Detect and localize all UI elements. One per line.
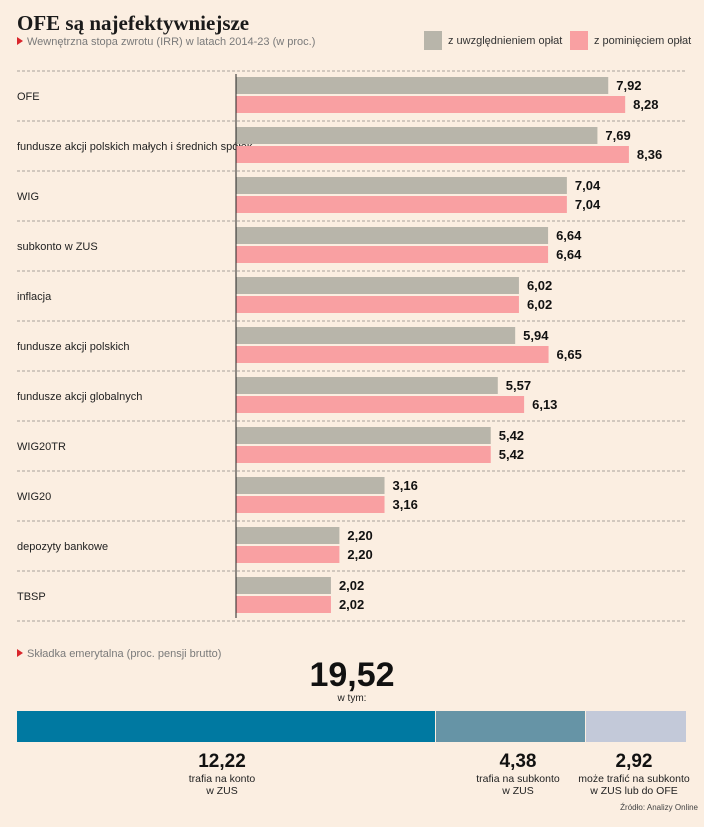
bar-without-fees	[236, 296, 519, 313]
bar-with-fees	[236, 377, 498, 394]
contribution-stacked-bar	[17, 711, 686, 742]
bar-with-fees	[236, 127, 598, 144]
bar-with-fees	[236, 177, 567, 194]
legend-item-without-fees: z pominięciem opłat	[570, 31, 691, 50]
chart-title: OFE są najefektywniejsze	[17, 11, 250, 35]
bar-with-fees	[236, 477, 385, 494]
legend-swatch-without-fees	[570, 31, 588, 50]
bar-without-fees	[236, 546, 340, 563]
segment-label-ofe-option: 2,92 może trafić na subkonto w ZUS lub d…	[572, 751, 696, 797]
data-label: 2,20	[347, 528, 372, 543]
data-label: 3,16	[393, 478, 418, 493]
data-label: 7,04	[575, 178, 601, 193]
data-label: 8,36	[637, 147, 662, 162]
irr-bar-chart: OFE 7,92 8,28 fundusze akcji polskich małyc…	[17, 70, 686, 622]
bar-with-fees	[236, 77, 609, 94]
segment-value: 4,38	[499, 751, 537, 772]
category-label: OFE	[17, 91, 40, 103]
category-label: WIG20TR	[17, 441, 66, 453]
data-label: 5,42	[499, 428, 524, 443]
segment-label-zus-account: 12,22 trafia na konto w ZUS	[160, 751, 284, 797]
data-label: 7,92	[616, 78, 641, 93]
data-label: 5,57	[506, 378, 531, 393]
data-label: 3,16	[393, 497, 418, 512]
stack-segment-1	[17, 711, 435, 742]
data-label: 6,02	[527, 297, 552, 312]
category-label: depozyty bankowe	[17, 541, 108, 553]
contribution-title: Składka emerytalna (proc. pensji brutto)	[17, 648, 221, 660]
subtitle-text: Wewnętrzna stopa zwrotu (IRR) w latach 2…	[27, 36, 316, 48]
chart-subtitle: Wewnętrzna stopa zwrotu (IRR) w latach 2…	[17, 36, 315, 48]
category-label: subkonto w ZUS	[17, 241, 98, 253]
contribution-total-sub: w tym:	[337, 693, 367, 704]
legend-label-without-fees: z pominięciem opłat	[594, 34, 692, 47]
data-label: 5,42	[499, 447, 524, 462]
bar-without-fees	[236, 446, 491, 463]
data-label: 6,65	[557, 347, 582, 362]
data-label: 6,64	[556, 228, 582, 243]
contribution-title-text: Składka emerytalna (proc. pensji brutto)	[27, 648, 222, 660]
segment-desc: trafia na konto w ZUS	[188, 773, 256, 797]
category-label: WIG	[17, 191, 39, 203]
category-label: WIG20	[17, 491, 51, 503]
bar-with-fees	[236, 227, 549, 244]
red-triangle-icon	[17, 37, 23, 45]
category-label: fundusze akcji polskich	[17, 341, 130, 353]
stack-segment-3	[585, 711, 686, 742]
source-note: Źródło: Analizy Online	[620, 803, 698, 812]
data-label: 2,02	[339, 578, 364, 593]
legend-item-with-fees: z uwzględnieniem opłat	[424, 31, 562, 50]
segment-label-zus-subaccount: 4,38 trafia na subkonto w ZUS	[458, 751, 578, 797]
data-label: 8,28	[633, 97, 658, 112]
bar-without-fees	[236, 146, 629, 163]
bar-with-fees	[236, 577, 331, 594]
bar-without-fees	[236, 196, 567, 213]
segment-desc: trafia na subkonto w ZUS	[476, 773, 560, 797]
bar-without-fees	[236, 496, 385, 513]
bar-without-fees	[236, 346, 549, 363]
data-label: 2,02	[339, 597, 364, 612]
stack-segment-2	[434, 711, 586, 742]
category-label: fundusze akcji globalnych	[17, 391, 142, 403]
bar-with-fees	[236, 527, 340, 544]
data-label: 2,20	[347, 547, 372, 562]
data-label: 6,64	[556, 247, 582, 262]
bar-with-fees	[236, 327, 516, 344]
bar-without-fees	[236, 596, 331, 613]
data-label: 7,04	[575, 197, 601, 212]
data-label: 5,94	[523, 328, 549, 343]
category-label: fundusze akcji polskich małych i średnic…	[17, 141, 253, 153]
data-label: 6,13	[532, 397, 557, 412]
bar-with-fees	[236, 277, 519, 294]
data-label: 7,69	[605, 128, 630, 143]
category-label: TBSP	[17, 591, 46, 603]
legend-swatch-with-fees	[424, 31, 442, 50]
category-label: inflacja	[17, 291, 52, 303]
segment-value: 2,92	[615, 751, 653, 772]
segment-desc: może trafić na subkonto w ZUS lub do OFE	[578, 773, 690, 797]
bar-without-fees	[236, 246, 549, 263]
legend-label-with-fees: z uwzględnieniem opłat	[448, 34, 563, 47]
bar-without-fees	[236, 396, 525, 413]
bar-without-fees	[236, 96, 626, 113]
contribution-total: 19,52	[309, 656, 395, 694]
data-label: 6,02	[527, 278, 552, 293]
bar-with-fees	[236, 427, 491, 444]
segment-value: 12,22	[198, 751, 246, 772]
red-triangle-icon	[17, 649, 23, 657]
